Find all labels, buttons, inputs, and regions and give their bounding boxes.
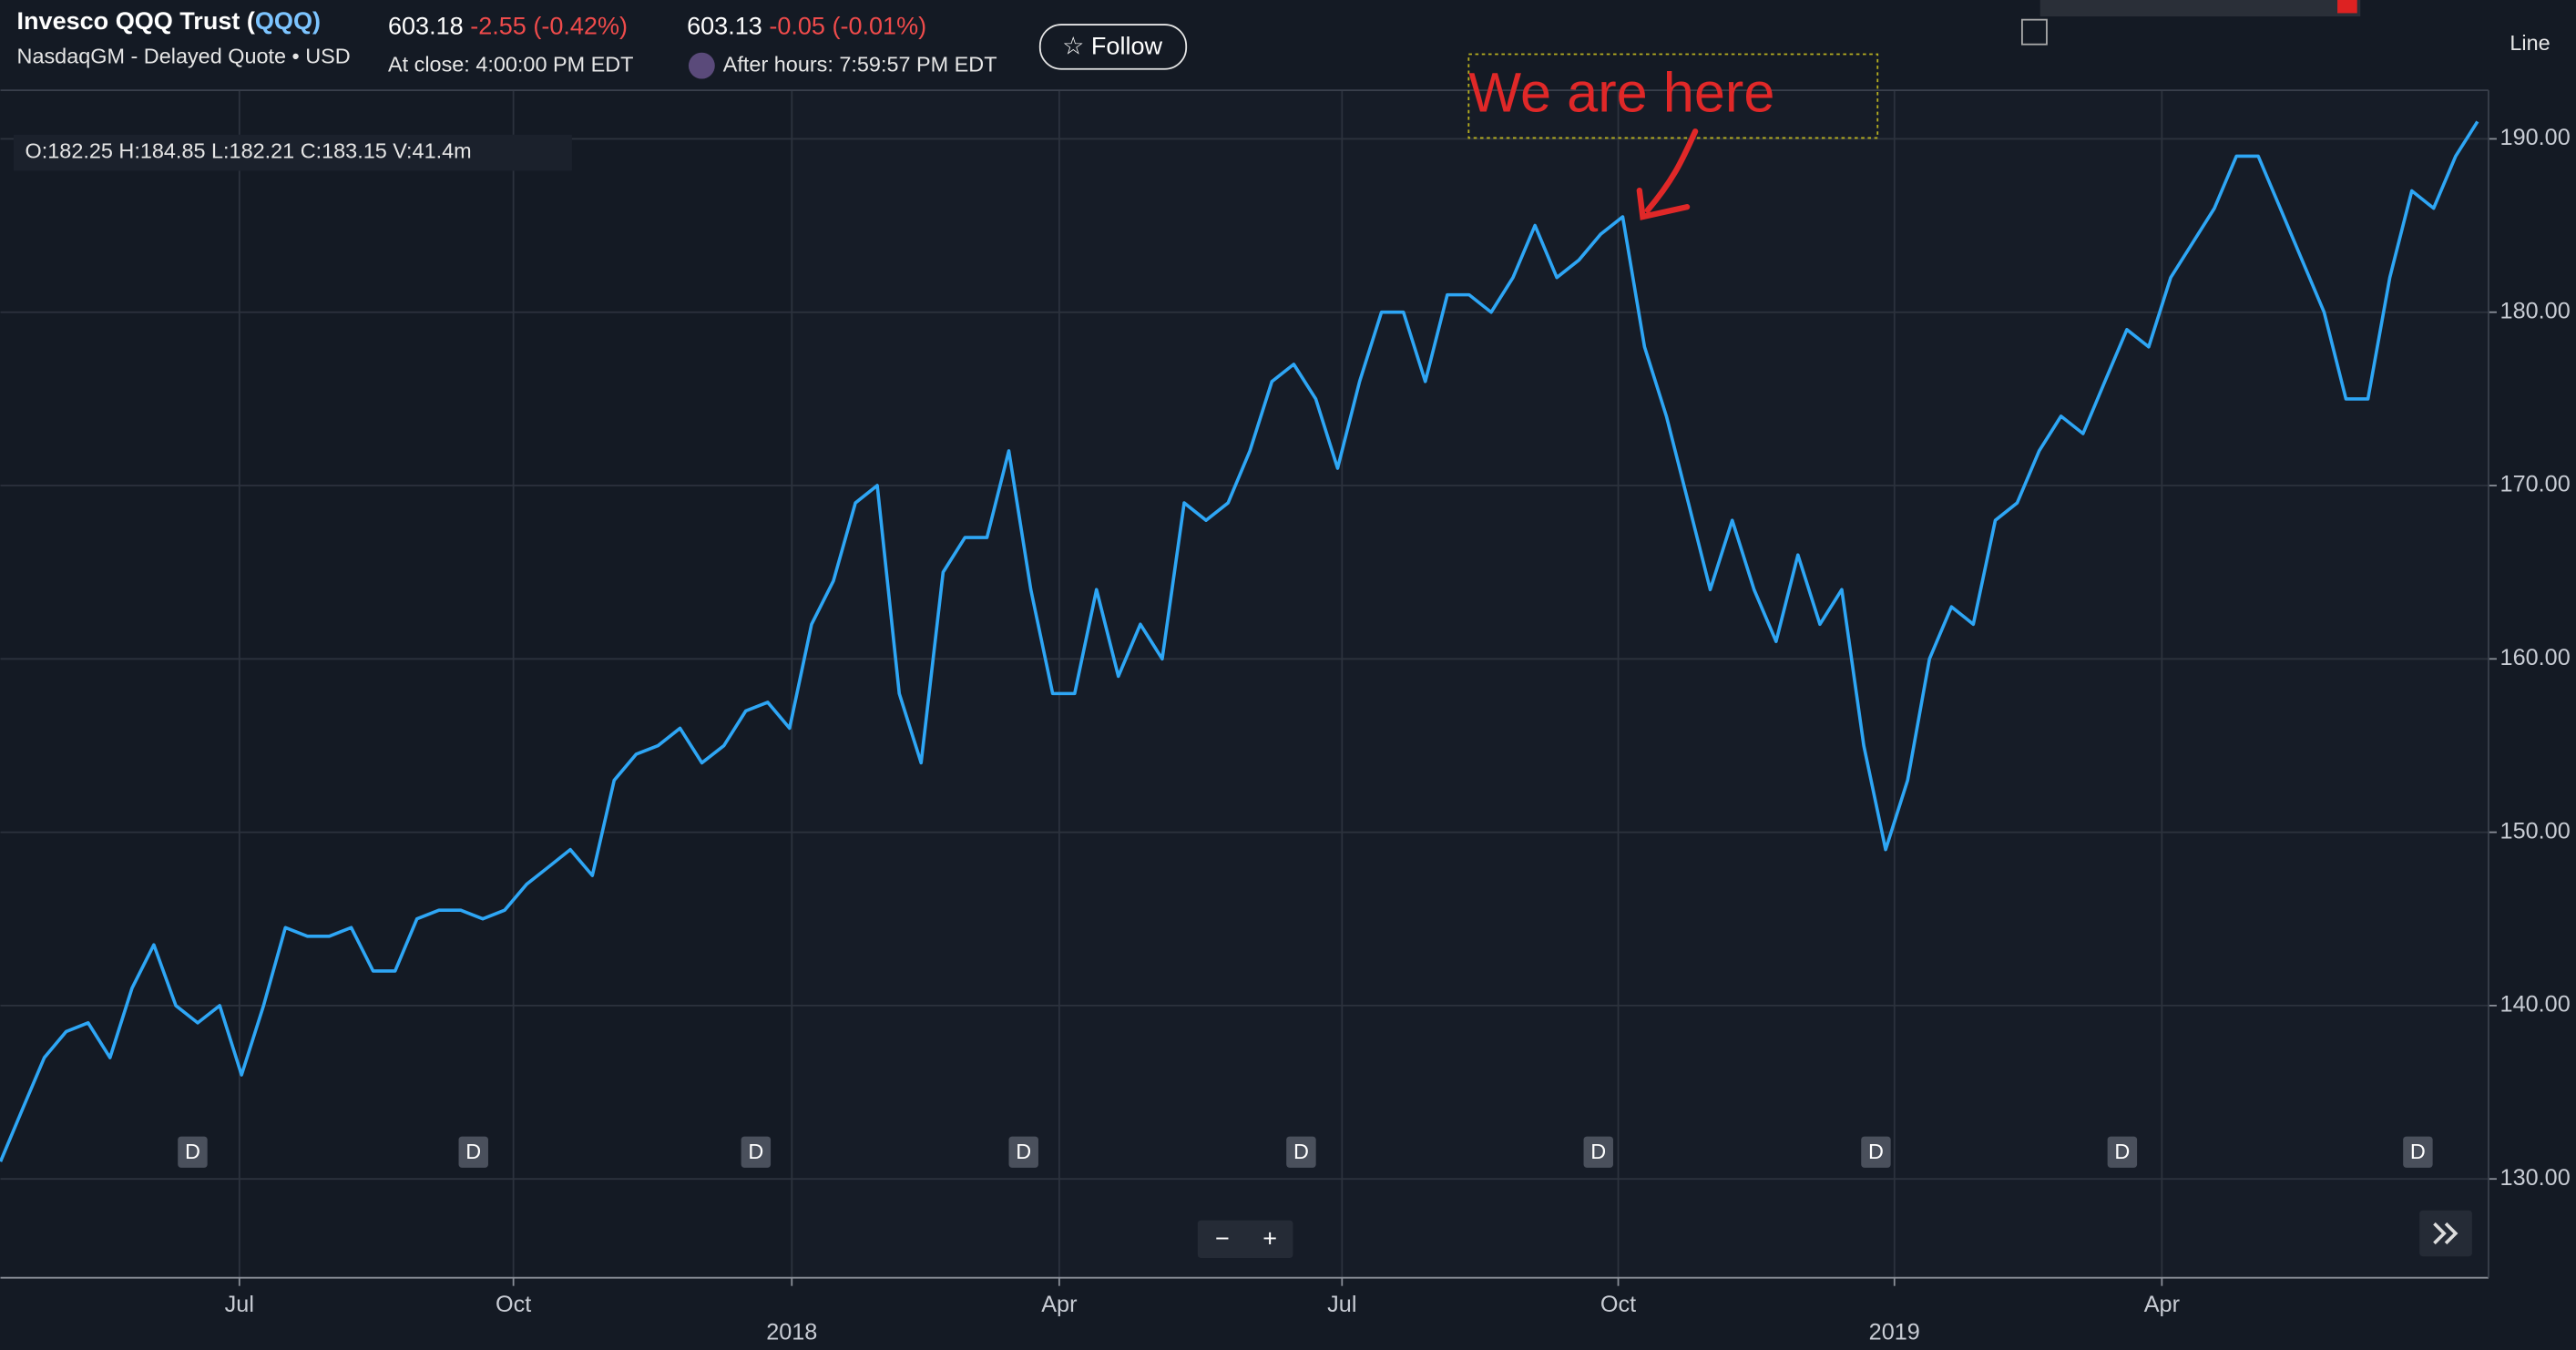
after-price: 603.13 -0.05 (-0.01%) bbox=[687, 13, 926, 40]
ohlc-legend: O:182.25 H:184.85 L:182.21 C:183.15 V:41… bbox=[26, 139, 472, 163]
x-tick-label: 2018 bbox=[766, 1320, 817, 1345]
y-tick-label: 130.00 bbox=[2500, 1165, 2571, 1191]
dividend-marker bbox=[741, 1136, 772, 1168]
grid bbox=[0, 90, 2497, 1286]
y-tick-label: 180.00 bbox=[2500, 298, 2571, 323]
close-price: 603.18 -2.55 (-0.42%) bbox=[388, 13, 628, 40]
dividend-marker bbox=[2107, 1136, 2138, 1168]
dividend-label: D bbox=[1868, 1140, 1884, 1163]
plot bbox=[0, 120, 2479, 1162]
x-tick-label: Apr bbox=[1041, 1292, 1077, 1317]
x-tick-label: Oct bbox=[1600, 1292, 1636, 1317]
x-tick-label: Jul bbox=[1327, 1292, 1356, 1317]
zoom-out[interactable]: − bbox=[1215, 1224, 1230, 1252]
follow-button[interactable] bbox=[1038, 24, 1188, 70]
zoom-in[interactable]: + bbox=[1262, 1224, 1277, 1252]
dividend-label: D bbox=[465, 1140, 481, 1163]
layout-icon[interactable] bbox=[2021, 18, 2048, 46]
x-tick-label: 2019 bbox=[1869, 1320, 1920, 1345]
after-time: After hours: 7:59:57 PM EDT bbox=[723, 52, 997, 76]
scroll-icon[interactable] bbox=[2433, 1222, 2458, 1245]
x-tick-label: Oct bbox=[496, 1292, 531, 1317]
ohlc-bg bbox=[13, 134, 572, 171]
dividend-marker bbox=[1286, 1136, 1316, 1168]
dividend-marker bbox=[178, 1136, 208, 1168]
y-tick-label: 190.00 bbox=[2500, 125, 2571, 150]
ticker-name: Invesco QQQ Trust (QQQ) bbox=[17, 7, 321, 35]
zoom-controls bbox=[1197, 1220, 1293, 1259]
dividend-label: D bbox=[1016, 1140, 1031, 1163]
chart-type[interactable]: Line bbox=[2510, 31, 2550, 55]
y-tick-label: 150.00 bbox=[2500, 818, 2571, 844]
dividend-marker bbox=[458, 1136, 488, 1168]
dividend-label: D bbox=[2114, 1140, 2130, 1163]
close-time: At close: 4:00:00 PM EDT bbox=[388, 52, 633, 76]
dividend-label: D bbox=[748, 1140, 763, 1163]
follow-label[interactable]: ☆ Follow bbox=[1062, 32, 1162, 59]
dividend-label: D bbox=[185, 1140, 200, 1163]
dividend-label: D bbox=[1293, 1140, 1309, 1163]
dividend-label: D bbox=[2410, 1140, 2426, 1163]
dividend-label: D bbox=[1590, 1140, 1606, 1163]
dividend-marker bbox=[1008, 1136, 1038, 1168]
moon-icon bbox=[688, 52, 715, 79]
annotation-arrow bbox=[1636, 128, 1699, 220]
x-tick-label: Apr bbox=[2144, 1292, 2180, 1317]
dividend-marker bbox=[1583, 1136, 1613, 1168]
price-line bbox=[0, 120, 2479, 1162]
toolbar-strip bbox=[2039, 0, 2361, 17]
annotation: We are here bbox=[1468, 62, 1774, 124]
toolbar-red bbox=[2337, 0, 2357, 14]
annotation-box bbox=[1467, 53, 1879, 139]
y-tick-label: 140.00 bbox=[2500, 992, 2571, 1018]
dividend-marker bbox=[2403, 1136, 2433, 1168]
exchange: NasdaqGM - Delayed Quote • USD bbox=[17, 44, 351, 67]
x-tick-label: Jul bbox=[225, 1292, 254, 1317]
shaded-region bbox=[792, 90, 2489, 1278]
y-tick-label: 170.00 bbox=[2500, 472, 2571, 497]
dividend-marker bbox=[1861, 1136, 1891, 1168]
y-tick-label: 160.00 bbox=[2500, 645, 2571, 670]
